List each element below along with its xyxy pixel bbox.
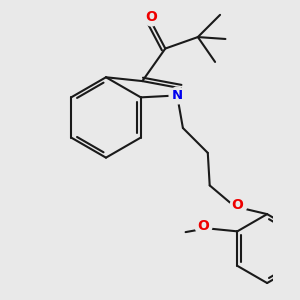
Text: N: N [172,89,183,102]
Text: O: O [145,10,157,24]
Text: O: O [197,219,209,233]
Text: O: O [232,198,244,212]
